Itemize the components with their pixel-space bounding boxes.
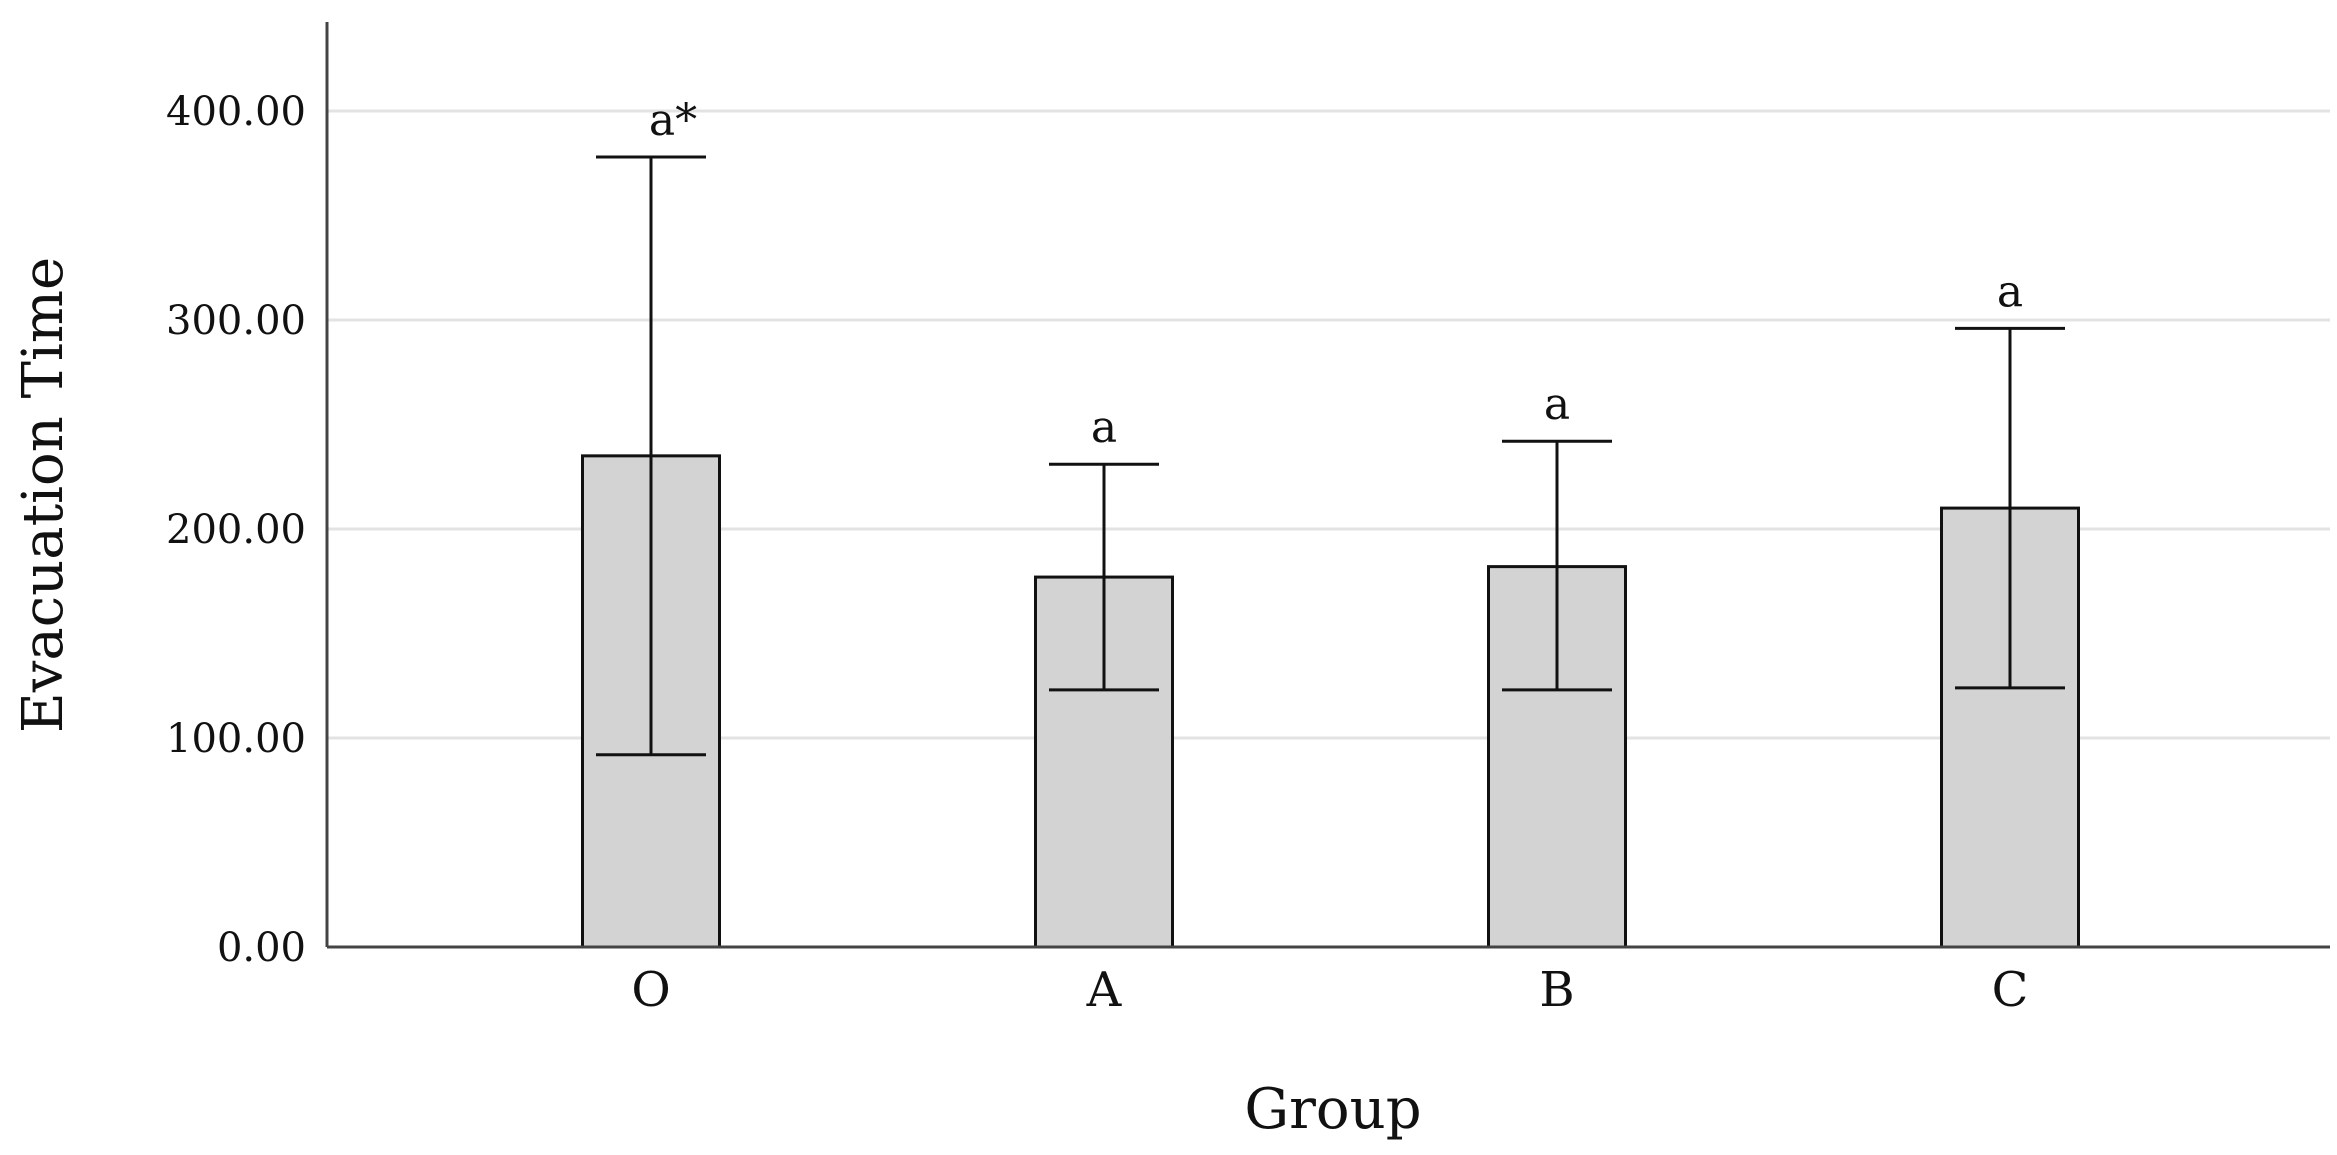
error-bars xyxy=(596,155,2065,757)
y-tick-label: 100.00 xyxy=(166,716,306,762)
y-tick-label: 0.00 xyxy=(217,925,306,971)
y-tick-label: 200.00 xyxy=(166,507,306,553)
y-axis-title: Evacuation Time xyxy=(11,257,76,733)
y-tick-label: 300.00 xyxy=(166,298,306,344)
y-tick-label: 400.00 xyxy=(166,89,306,135)
y-tick-labels: 0.00 100.00 200.00 300.00 400.00 xyxy=(166,89,306,971)
x-tick-label-A: A xyxy=(1086,962,1123,1018)
x-tick-label-O: O xyxy=(631,962,670,1018)
annotation-A: a xyxy=(1091,402,1117,453)
significance-annotations: a* a a a xyxy=(649,95,2023,453)
x-tick-label-C: C xyxy=(1992,962,2029,1018)
annotation-O: a* xyxy=(649,95,697,146)
annotation-B: a xyxy=(1544,379,1570,430)
annotation-C: a xyxy=(1997,266,2023,317)
x-axis-title: Group xyxy=(1244,1077,1421,1142)
axes xyxy=(325,22,2330,949)
x-tick-label-B: B xyxy=(1539,962,1574,1018)
